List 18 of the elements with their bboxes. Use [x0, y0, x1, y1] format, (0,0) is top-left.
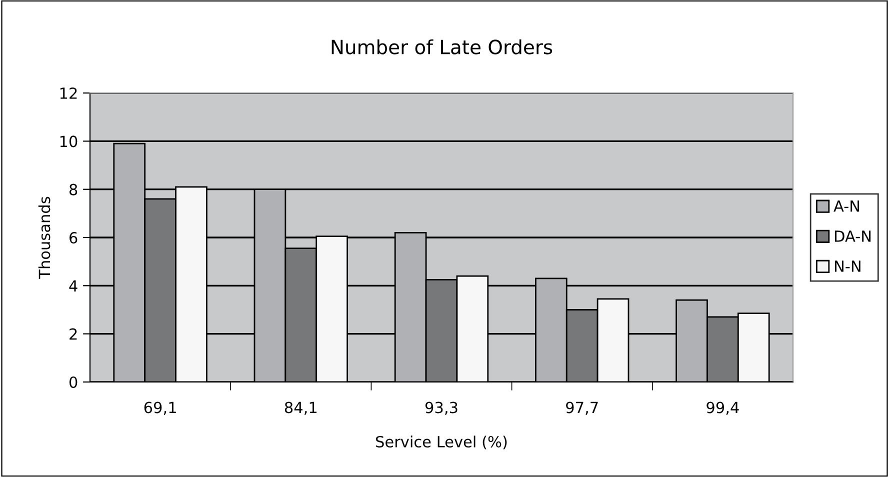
x-tick-label: 84,1	[284, 402, 316, 415]
legend-label: DA-N	[834, 230, 871, 242]
legend-label: N-N	[834, 260, 860, 272]
y-tick-label: 6	[70, 232, 78, 244]
x-tick-label: 97,7	[566, 402, 598, 415]
y-axis-title: Thousands	[38, 196, 50, 279]
y-tick-label: 2	[70, 328, 77, 340]
legend-label: A-N	[834, 200, 860, 212]
chart-title: Number of Late Orders	[332, 39, 552, 54]
x-tick-label: 93,3	[425, 402, 458, 415]
x-axis-title: Service Level (%)	[376, 436, 507, 450]
y-tick-label: 12	[60, 87, 77, 99]
y-tick-label: 4	[69, 280, 78, 292]
x-tick-label: 69,1	[144, 402, 176, 415]
x-tick-label: 99,4	[706, 402, 739, 415]
y-tick-label: 0	[69, 376, 78, 388]
y-tick-label: 8	[70, 184, 78, 196]
y-tick-label: 10	[60, 136, 78, 148]
